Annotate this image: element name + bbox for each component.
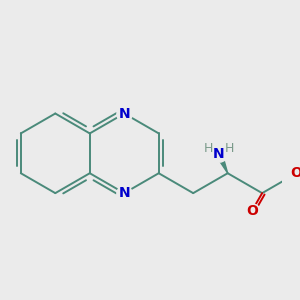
Text: N: N	[118, 106, 130, 121]
Text: N: N	[213, 147, 225, 161]
Text: O: O	[246, 204, 258, 218]
Text: H: H	[225, 142, 234, 155]
Text: O: O	[291, 166, 300, 180]
Text: H: H	[203, 142, 213, 155]
Polygon shape	[216, 153, 228, 173]
Text: N: N	[118, 186, 130, 200]
